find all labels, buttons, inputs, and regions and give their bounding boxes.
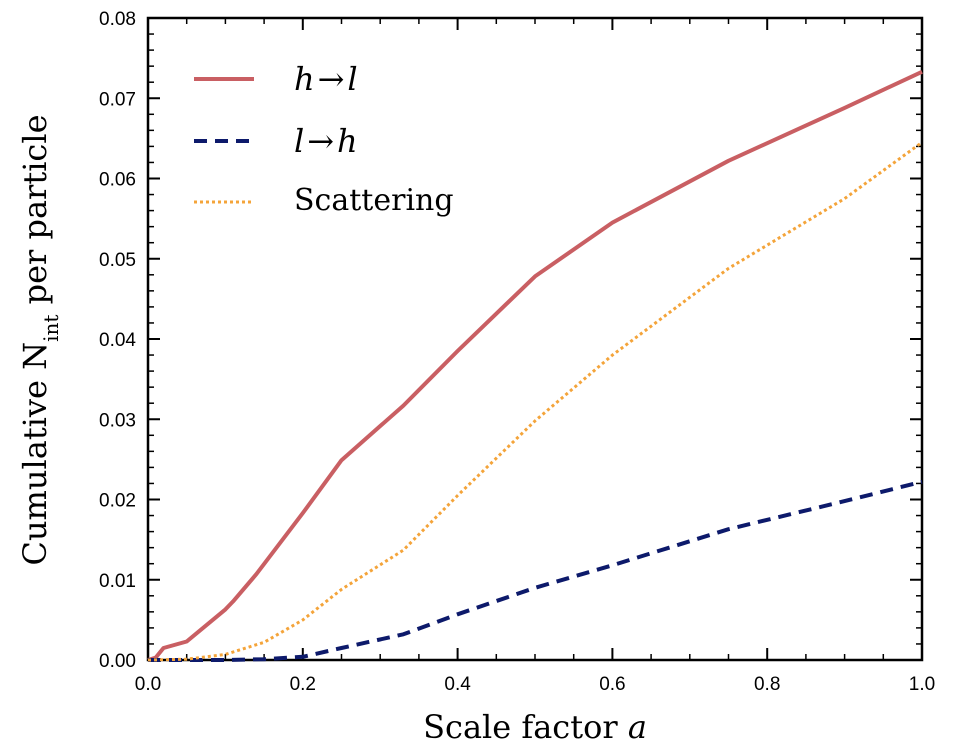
arrow-icon: → — [307, 122, 334, 160]
legend-label-l-to-h: l→h — [294, 122, 358, 160]
x-axis-title-main: Scale factor — [423, 708, 618, 746]
y-tick-label: 0.06 — [99, 170, 136, 191]
arrow-icon: → — [318, 60, 345, 98]
y-tick-label: 0.07 — [99, 89, 136, 110]
x-tick-label: 1.0 — [909, 674, 935, 695]
y-axis-title-main: Cumulative N — [16, 342, 54, 566]
x-tick-label: 0.2 — [290, 674, 316, 695]
y-axis-title: Cumulative Nint per particle — [16, 114, 63, 565]
y-tick-label: 0.08 — [99, 9, 136, 30]
y-tick-label: 0.01 — [99, 571, 136, 592]
x-tick-label: 0.6 — [599, 674, 625, 695]
y-tick-label: 0.00 — [99, 651, 136, 672]
x-tick-label: 0.8 — [754, 674, 780, 695]
series-line-h-l — [147, 69, 923, 662]
series-line-l-h — [148, 479, 923, 662]
series-layer — [147, 69, 923, 662]
legend-label-h-to-l: h→l — [294, 60, 358, 98]
x-axis-title-var: a — [628, 708, 647, 746]
y-tick-label: 0.03 — [99, 410, 136, 431]
y-axis-title-suffix: per particle — [16, 114, 54, 314]
y-tick-label: 0.02 — [99, 491, 136, 512]
legend-h-to-l-left: h — [294, 60, 315, 98]
y-axis-title-sub: int — [39, 315, 63, 342]
legend-l-to-h-left: l — [294, 122, 304, 160]
legend: h→l l→h Scattering — [194, 60, 454, 218]
legend-label-scattering: Scattering — [294, 183, 454, 218]
y-tick-label: 0.05 — [99, 250, 136, 271]
x-axis-title: Scale factor a — [423, 708, 647, 746]
x-tick-label: 0.4 — [444, 674, 471, 695]
y-tick-label: 0.04 — [99, 330, 136, 351]
legend-h-to-l-right: l — [347, 60, 357, 98]
legend-l-to-h-right: h — [337, 122, 358, 160]
x-tick-label: 0.0 — [135, 674, 161, 695]
series-line-scattering — [147, 141, 923, 662]
